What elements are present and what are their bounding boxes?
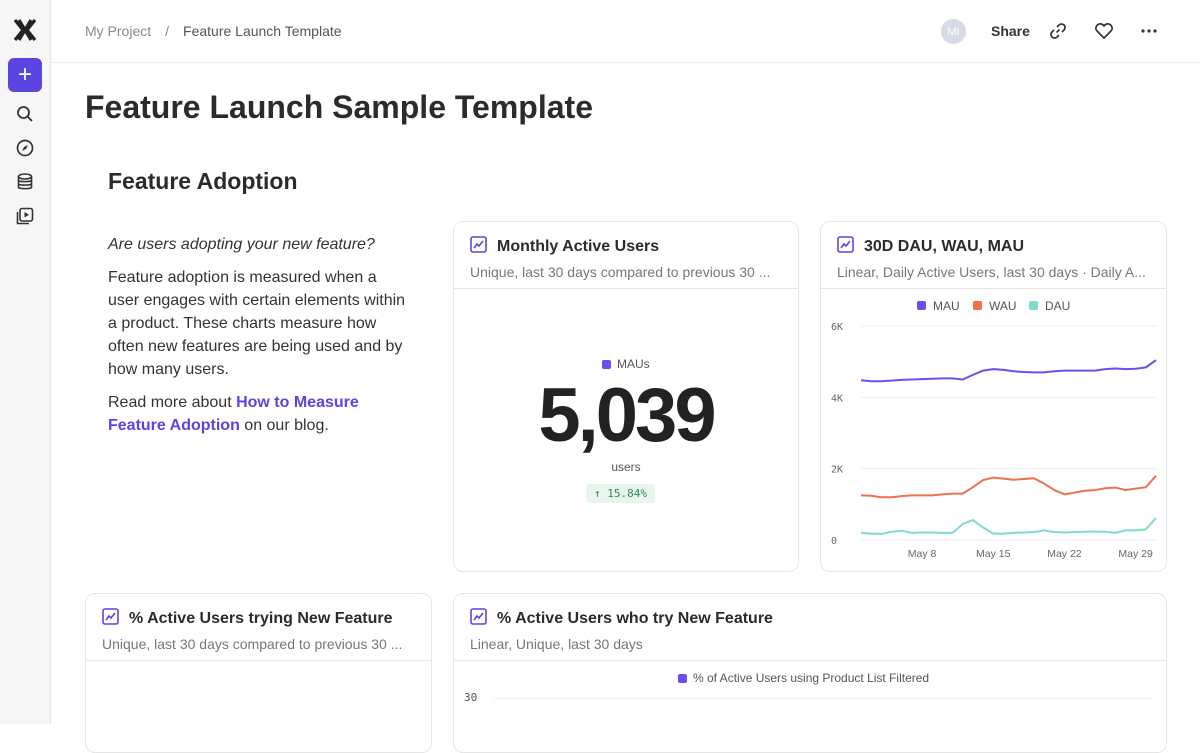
- avatar[interactable]: MI: [941, 19, 966, 44]
- blog-link[interactable]: How to Measure Feature Adoption: [108, 394, 359, 434]
- legend-label: WAU: [989, 299, 1017, 313]
- x-tick-label: May 15: [976, 548, 1011, 560]
- chart-icon: [470, 608, 487, 630]
- chart-icon: [102, 608, 119, 630]
- card-title: 30D DAU, WAU, MAU: [864, 238, 1025, 255]
- database-icon[interactable]: [13, 170, 37, 194]
- series-line-dau: [860, 517, 1157, 535]
- gridline: [494, 698, 1154, 699]
- create-button[interactable]: +: [8, 58, 42, 92]
- legend-label: MAU: [933, 299, 960, 313]
- breadcrumb-project[interactable]: My Project: [85, 23, 152, 39]
- x-tick-label: May 8: [908, 548, 937, 560]
- y-tick-label: 6K: [831, 322, 843, 333]
- series-line-wau: [860, 475, 1157, 499]
- try-card[interactable]: % Active Users who try New Feature Linea…: [453, 593, 1167, 753]
- compass-icon[interactable]: [13, 136, 37, 160]
- legend-label: % of Active Users using Product List Fil…: [693, 671, 930, 685]
- card-title: % Active Users who try New Feature: [497, 610, 773, 627]
- section-title: Feature Adoption: [108, 168, 298, 194]
- search-icon[interactable]: [13, 102, 37, 126]
- card-title: % Active Users trying New Feature: [129, 610, 393, 627]
- card-subtitle: Unique, last 30 days compared to previou…: [102, 636, 403, 652]
- x-tick-label: May 29: [1118, 548, 1153, 560]
- legend-swatch: [602, 359, 611, 369]
- logo-icon[interactable]: [13, 18, 37, 42]
- share-button[interactable]: Share: [991, 23, 1030, 39]
- breadcrumb-separator: /: [165, 23, 170, 39]
- intro-question: Are users adopting your new feature?: [108, 236, 375, 253]
- y-tick-label: 4K: [831, 393, 843, 404]
- line-chart: 0 2K 4K 6K May 8 May 15 May 22 May 29 MAU WAU DAU: [831, 299, 1157, 560]
- chart-icon: [470, 236, 487, 258]
- intro-body: Feature adoption is measured when a user…: [108, 269, 406, 378]
- top-bar: My Project / Feature Launch Template MI Sh…: [51, 0, 1200, 63]
- metric-value: 5,039: [538, 373, 716, 458]
- legend-swatch: [973, 301, 982, 310]
- legend-swatch: [1029, 301, 1038, 310]
- replay-icon[interactable]: [13, 204, 37, 228]
- card-subtitle: Linear, Unique, last 30 days: [470, 636, 643, 652]
- change-badge: ↑ 15.84%: [586, 484, 655, 503]
- card-subtitle: Unique, last 30 days compared to previou…: [470, 264, 771, 280]
- sidebar: +: [0, 0, 51, 724]
- series-line-mau: [860, 359, 1157, 383]
- metric-unit: users: [611, 460, 641, 474]
- legend-swatch: [917, 301, 926, 310]
- heart-icon[interactable]: [1093, 20, 1115, 42]
- intro-text: Are users adopting your new feature? Fea…: [108, 233, 408, 447]
- legend-item: MAUs: [602, 357, 650, 371]
- pct-card[interactable]: % Active Users trying New Feature Unique…: [85, 593, 432, 753]
- more-icon[interactable]: [1138, 20, 1160, 42]
- y-tick: 30: [464, 691, 478, 704]
- card-title: Monthly Active Users: [497, 238, 660, 255]
- legend-item: % of Active Users using Product List Fil…: [678, 671, 929, 685]
- read-more-prefix: Read more about: [108, 394, 237, 411]
- legend-label: MAUs: [617, 357, 650, 371]
- page-title: Feature Launch Sample Template: [85, 89, 593, 125]
- legend-label: DAU: [1045, 299, 1070, 313]
- link-icon[interactable]: [1047, 20, 1069, 42]
- breadcrumb: My Project / Feature Launch Template: [85, 23, 342, 39]
- y-tick-label: 2K: [831, 465, 843, 476]
- intro-read-more: Read more about How to Measure Feature A…: [108, 391, 408, 437]
- x-tick-label: May 22: [1047, 548, 1082, 560]
- y-tick-label: 0: [831, 536, 837, 547]
- chart-icon: [837, 236, 854, 258]
- read-more-suffix: on our blog.: [239, 417, 329, 434]
- legend-swatch: [678, 673, 687, 683]
- plus-icon: +: [17, 61, 32, 88]
- breadcrumb-current: Feature Launch Template: [183, 23, 342, 39]
- card-subtitle: Linear, Daily Active Users, last 30 days…: [837, 264, 1146, 280]
- mau-card[interactable]: Monthly Active Users Unique, last 30 day…: [453, 221, 799, 572]
- dau-card[interactable]: 30D DAU, WAU, MAU Linear, Daily Active U…: [820, 221, 1167, 572]
